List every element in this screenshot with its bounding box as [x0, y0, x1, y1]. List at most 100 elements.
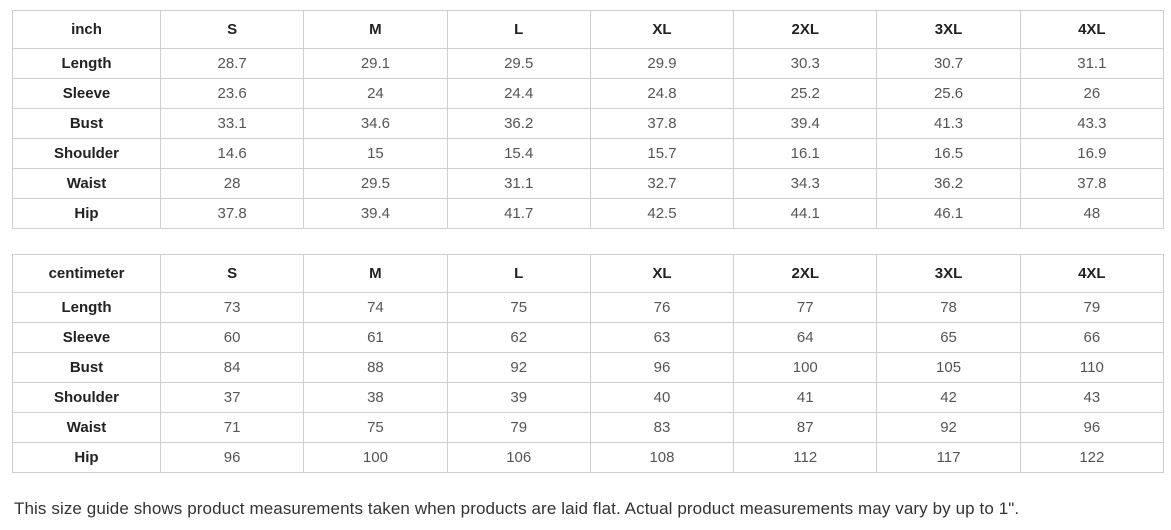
size-header-cell: XL [589, 254, 735, 293]
measurement-value-cell: 84 [159, 352, 305, 383]
measurement-value-cell: 16.9 [1019, 138, 1165, 169]
measurement-row: Shoulder 37 38 39 40 41 42 43 [12, 382, 1165, 413]
measurement-row: Bust 33.1 34.6 36.2 37.8 39.4 41.3 43.3 [12, 108, 1165, 139]
measurement-value-cell: 48 [1019, 198, 1165, 229]
measurement-row: Waist 71 75 79 83 87 92 96 [12, 412, 1165, 443]
measurement-value-cell: 96 [1019, 412, 1165, 443]
measurement-label-cell: Length [12, 292, 161, 323]
measurement-value-cell: 108 [589, 442, 735, 473]
measurement-value-cell: 30.7 [876, 48, 1021, 79]
measurement-value-cell: 122 [1019, 442, 1165, 473]
measurement-value-cell: 73 [159, 292, 305, 323]
measurement-label-cell: Shoulder [12, 138, 161, 169]
measurement-value-cell: 33.1 [159, 108, 305, 139]
measurement-value-cell: 112 [733, 442, 878, 473]
measurement-label-cell: Waist [12, 168, 161, 199]
measurement-value-cell: 63 [589, 322, 735, 353]
measurement-value-cell: 41.7 [446, 198, 591, 229]
measurement-value-cell: 64 [733, 322, 878, 353]
measurement-row: Length 28.7 29.1 29.5 29.9 30.3 30.7 31.1 [12, 48, 1165, 79]
measurement-row: Bust 84 88 92 96 100 105 110 [12, 352, 1165, 383]
measurement-label-cell: Shoulder [12, 382, 161, 413]
measurement-value-cell: 29.5 [446, 48, 591, 79]
measurement-value-cell: 106 [446, 442, 591, 473]
measurement-value-cell: 43 [1019, 382, 1165, 413]
measurement-value-cell: 74 [303, 292, 448, 323]
measurement-value-cell: 39 [446, 382, 591, 413]
measurement-value-cell: 31.1 [446, 168, 591, 199]
measurement-value-cell: 32.7 [589, 168, 735, 199]
measurement-label-cell: Sleeve [12, 322, 161, 353]
measurement-value-cell: 24 [303, 78, 448, 109]
size-header-cell: 4XL [1019, 10, 1165, 49]
measurement-value-cell: 23.6 [159, 78, 305, 109]
size-header-cell: 4XL [1019, 254, 1165, 293]
size-header-cell: M [303, 10, 448, 49]
measurement-value-cell: 71 [159, 412, 305, 443]
measurement-value-cell: 83 [589, 412, 735, 443]
measurement-value-cell: 34.6 [303, 108, 448, 139]
measurement-value-cell: 26 [1019, 78, 1165, 109]
measurement-label-cell: Bust [12, 352, 161, 383]
size-header-cell: 3XL [876, 254, 1021, 293]
measurement-value-cell: 42.5 [589, 198, 735, 229]
measurement-label-cell: Hip [12, 442, 161, 473]
size-table-header-row: centimeter S M L XL 2XL 3XL 4XL [12, 254, 1165, 293]
measurement-value-cell: 14.6 [159, 138, 305, 169]
measurement-row: Shoulder 14.6 15 15.4 15.7 16.1 16.5 16.9 [12, 138, 1165, 169]
measurement-value-cell: 16.1 [733, 138, 878, 169]
measurement-label-cell: Waist [12, 412, 161, 443]
size-header-cell: 2XL [733, 254, 878, 293]
measurement-value-cell: 37.8 [159, 198, 305, 229]
size-header-cell: L [446, 254, 591, 293]
measurement-row: Hip 37.8 39.4 41.7 42.5 44.1 46.1 48 [12, 198, 1165, 229]
measurement-value-cell: 46.1 [876, 198, 1021, 229]
size-tables-container: inch S M L XL 2XL 3XL 4XL Length 28.7 29.1 29.5 29.9… [12, 10, 1165, 473]
size-table-centimeter: centimeter S M L XL 2XL 3XL 4XL Length 73 74 75 76 77… [12, 254, 1165, 473]
measurement-value-cell: 61 [303, 322, 448, 353]
measurement-row: Sleeve 60 61 62 63 64 65 66 [12, 322, 1165, 353]
measurement-value-cell: 75 [446, 292, 591, 323]
size-header-cell: S [159, 10, 305, 49]
size-guide-note: This size guide shows product measuremen… [14, 499, 1020, 518]
measurement-value-cell: 117 [876, 442, 1021, 473]
measurement-value-cell: 78 [876, 292, 1021, 323]
measurement-value-cell: 29.1 [303, 48, 448, 79]
measurement-value-cell: 77 [733, 292, 878, 323]
measurement-row: Waist 28 29.5 31.1 32.7 34.3 36.2 37.8 [12, 168, 1165, 199]
measurement-value-cell: 110 [1019, 352, 1165, 383]
measurement-value-cell: 37 [159, 382, 305, 413]
measurement-value-cell: 62 [446, 322, 591, 353]
size-table-header-row: inch S M L XL 2XL 3XL 4XL [12, 10, 1165, 49]
measurement-value-cell: 16.5 [876, 138, 1021, 169]
measurement-value-cell: 92 [876, 412, 1021, 443]
measurement-value-cell: 66 [1019, 322, 1165, 353]
measurement-value-cell: 25.2 [733, 78, 878, 109]
size-header-cell: 2XL [733, 10, 878, 49]
measurement-value-cell: 44.1 [733, 198, 878, 229]
measurement-value-cell: 42 [876, 382, 1021, 413]
measurement-value-cell: 37.8 [1019, 168, 1165, 199]
measurement-value-cell: 100 [733, 352, 878, 383]
measurement-value-cell: 79 [446, 412, 591, 443]
unit-header-cell: inch [12, 10, 161, 49]
measurement-value-cell: 30.3 [733, 48, 878, 79]
measurement-value-cell: 15.7 [589, 138, 735, 169]
measurement-value-cell: 38 [303, 382, 448, 413]
measurement-value-cell: 15.4 [446, 138, 591, 169]
measurement-row: Hip 96 100 106 108 112 117 122 [12, 442, 1165, 473]
size-header-cell: L [446, 10, 591, 49]
measurement-value-cell: 65 [876, 322, 1021, 353]
size-table-inch: inch S M L XL 2XL 3XL 4XL Length 28.7 29.1 29.5 29.9… [12, 10, 1165, 229]
measurement-value-cell: 15 [303, 138, 448, 169]
measurement-value-cell: 79 [1019, 292, 1165, 323]
size-header-cell: 3XL [876, 10, 1021, 49]
measurement-value-cell: 75 [303, 412, 448, 443]
measurement-value-cell: 28 [159, 168, 305, 199]
measurement-value-cell: 96 [159, 442, 305, 473]
measurement-row: Length 73 74 75 76 77 78 79 [12, 292, 1165, 323]
measurement-row: Sleeve 23.6 24 24.4 24.8 25.2 25.6 26 [12, 78, 1165, 109]
measurement-value-cell: 88 [303, 352, 448, 383]
measurement-value-cell: 96 [589, 352, 735, 383]
measurement-value-cell: 29.9 [589, 48, 735, 79]
